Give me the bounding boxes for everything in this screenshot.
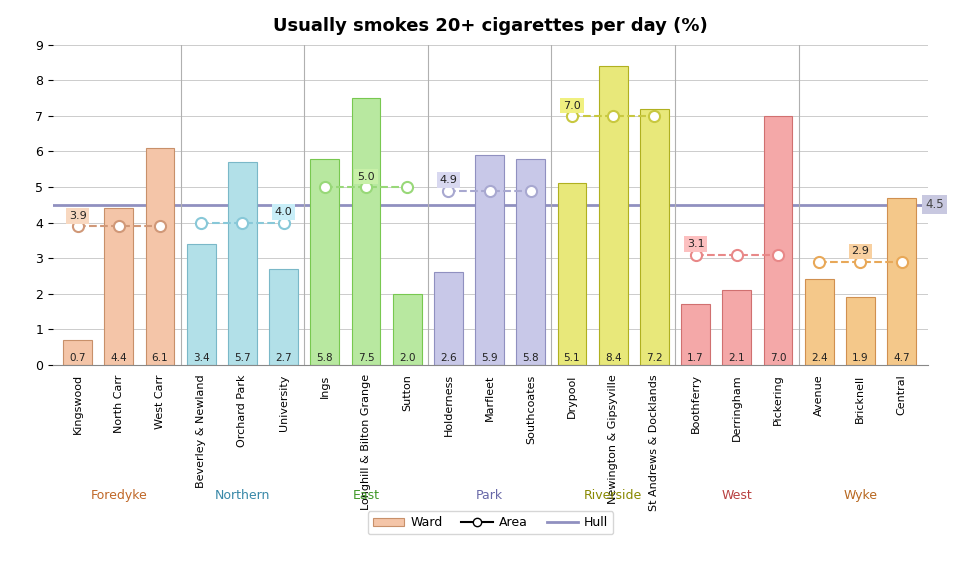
- Text: Northern: Northern: [214, 489, 270, 502]
- Text: 2.6: 2.6: [439, 353, 456, 363]
- Bar: [557, 183, 586, 365]
- Text: 3.9: 3.9: [68, 211, 86, 221]
- Text: 7.2: 7.2: [646, 353, 662, 363]
- Text: 5.8: 5.8: [522, 353, 538, 363]
- Text: 5.7: 5.7: [234, 353, 251, 363]
- Text: 5.8: 5.8: [316, 353, 333, 363]
- Bar: [475, 155, 504, 365]
- Bar: [804, 279, 833, 365]
- Text: 4.9: 4.9: [439, 175, 456, 185]
- Text: 2.9: 2.9: [850, 246, 869, 256]
- Bar: [310, 159, 339, 365]
- Bar: [845, 297, 874, 365]
- Bar: [392, 293, 421, 365]
- Text: West: West: [721, 489, 752, 502]
- Text: 5.1: 5.1: [563, 353, 579, 363]
- Text: 7.0: 7.0: [562, 100, 580, 111]
- Text: 3.4: 3.4: [193, 353, 209, 363]
- Bar: [269, 269, 298, 365]
- Text: 2.7: 2.7: [275, 353, 291, 363]
- Bar: [351, 98, 380, 365]
- Text: 3.1: 3.1: [686, 239, 703, 249]
- Text: 2.1: 2.1: [727, 353, 745, 363]
- Text: 0.7: 0.7: [69, 353, 86, 363]
- Bar: [763, 116, 792, 365]
- Text: East: East: [352, 489, 379, 502]
- Bar: [722, 290, 751, 365]
- Bar: [105, 208, 134, 365]
- Bar: [598, 66, 627, 365]
- Text: 4.7: 4.7: [893, 353, 909, 363]
- Text: 4.0: 4.0: [275, 207, 292, 217]
- Text: Wyke: Wyke: [843, 489, 876, 502]
- Bar: [886, 197, 915, 365]
- Text: 2.4: 2.4: [810, 353, 826, 363]
- Text: Riverside: Riverside: [583, 489, 642, 502]
- Bar: [186, 244, 215, 365]
- Text: Park: Park: [476, 489, 503, 502]
- Legend: Ward, Area, Hull: Ward, Area, Hull: [367, 511, 613, 534]
- Text: 5.0: 5.0: [357, 172, 375, 182]
- Text: 7.0: 7.0: [769, 353, 785, 363]
- Text: 5.9: 5.9: [480, 353, 498, 363]
- Bar: [639, 109, 668, 365]
- Bar: [433, 272, 462, 365]
- Text: 6.1: 6.1: [152, 353, 168, 363]
- Text: 1.7: 1.7: [686, 353, 703, 363]
- Text: 2.0: 2.0: [399, 353, 415, 363]
- Text: 7.5: 7.5: [357, 353, 374, 363]
- Text: Foredyke: Foredyke: [90, 489, 147, 502]
- Title: Usually smokes 20+ cigarettes per day (%): Usually smokes 20+ cigarettes per day (%…: [273, 17, 707, 35]
- Bar: [145, 148, 174, 365]
- Text: 4.4: 4.4: [111, 353, 127, 363]
- Text: 1.9: 1.9: [851, 353, 868, 363]
- Bar: [516, 159, 545, 365]
- Text: 8.4: 8.4: [604, 353, 621, 363]
- Bar: [228, 162, 257, 365]
- Bar: [680, 304, 709, 365]
- Bar: [63, 340, 92, 365]
- Text: 4.5: 4.5: [924, 198, 943, 211]
